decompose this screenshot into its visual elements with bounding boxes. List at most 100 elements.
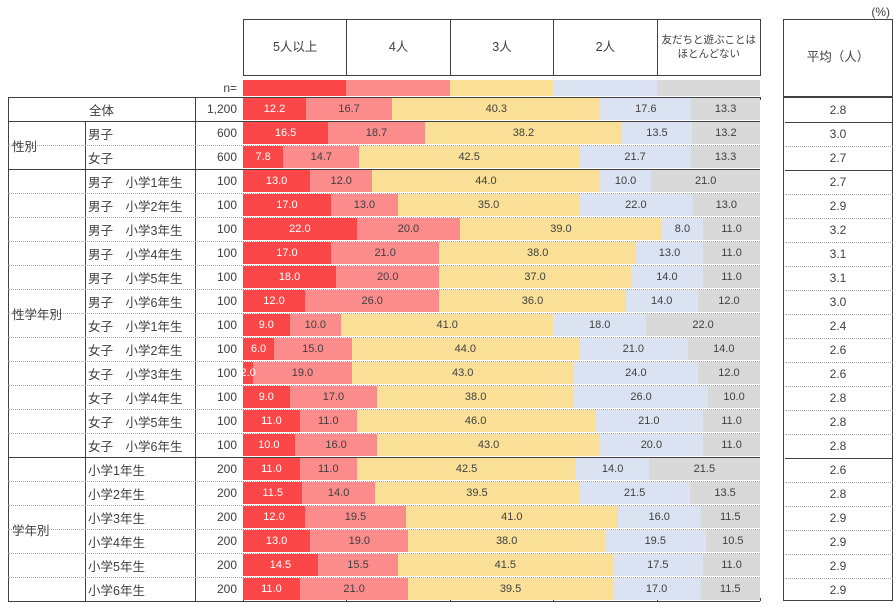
bar-segment: 11.0 <box>703 242 760 264</box>
bar-segment: 13.5 <box>622 122 692 144</box>
bar-segment: 11.0 <box>703 266 760 288</box>
row-separator <box>8 313 760 314</box>
bar-value: 41.0 <box>501 511 523 523</box>
bar-value: 11.0 <box>721 271 742 283</box>
bar-row: 7.8 14.7 42.5 21.7 13.3 <box>243 146 760 168</box>
group-label: 学年別 <box>12 523 50 538</box>
average-row-separator <box>785 482 893 483</box>
average-row-separator <box>785 458 893 459</box>
bar-row: 16.5 18.7 38.2 13.5 13.2 <box>243 122 760 144</box>
bar-value: 20.0 <box>377 271 399 283</box>
average-row-separator <box>785 146 893 147</box>
bar-segment: 17.0 <box>243 194 331 216</box>
bar-segment: 17.0 <box>243 242 331 264</box>
legend-header-cell: 5人以上 <box>243 19 348 76</box>
bar-row: 18.0 20.0 37.0 14.0 11.0 <box>243 266 760 288</box>
average-row-separator <box>785 386 893 387</box>
average-row-separator <box>785 338 893 339</box>
row-n-value: 100 <box>216 198 237 212</box>
bar-value: 19.0 <box>348 535 371 547</box>
bar-value: 10.5 <box>722 535 744 547</box>
bar-row: 9.0 17.0 38.0 26.0 10.0 <box>243 386 760 408</box>
bar-value: 10.0 <box>258 439 280 451</box>
row-separator <box>8 121 760 122</box>
bar-row: 17.0 21.0 38.0 13.0 11.0 <box>243 242 760 264</box>
bar-segment: 10.0 <box>243 434 295 456</box>
row-n-value: 100 <box>216 390 237 404</box>
average-value: 2.6 <box>829 343 847 357</box>
row-label: 女子 小学4年生 <box>88 391 183 406</box>
bar-segment: 19.0 <box>253 362 352 384</box>
bar-segment: 44.0 <box>351 338 580 360</box>
bar-segment: 37.0 <box>439 266 631 288</box>
bar-row: 11.5 14.0 39.5 21.5 13.5 <box>243 482 760 504</box>
row-label: 男子 小学6年生 <box>88 295 183 310</box>
bar-value: 10.0 <box>723 391 745 403</box>
bar-segment: 22.0 <box>579 194 693 216</box>
row-separator <box>8 217 760 218</box>
bar-segment: 17.0 <box>612 578 701 600</box>
bar-segment: 14.5 <box>243 554 318 576</box>
average-row-separator <box>785 434 893 435</box>
row-label: 男子 <box>88 127 114 142</box>
bar-segment: 19.5 <box>604 530 706 552</box>
row-n-value: 1,200 <box>206 102 237 116</box>
bar-segment: 35.0 <box>398 194 580 216</box>
bar-segment: 38.0 <box>377 386 574 408</box>
bar-segment: 14.0 <box>302 482 375 504</box>
bar-value: 38.2 <box>512 127 535 139</box>
row-separator <box>8 265 760 266</box>
bar-segment: 11.0 <box>703 434 760 456</box>
row-label: 全体 <box>88 103 114 118</box>
table-bottom-border <box>8 601 760 602</box>
bar-segment: 14.0 <box>625 290 698 312</box>
bar-value: 13.0 <box>265 535 288 547</box>
bar-segment: 40.3 <box>392 98 601 120</box>
row-label: 男子 小学4年生 <box>88 247 183 262</box>
row-n-value: 600 <box>216 126 237 140</box>
average-value: 2.9 <box>829 559 847 573</box>
bar-value: 18.0 <box>278 271 301 283</box>
legend-header-cell: 友だちと遊ぶことは ほとんどない <box>656 19 761 76</box>
average-row-separator <box>785 122 893 123</box>
bar-segment: 42.5 <box>359 146 580 168</box>
bar-row: 12.0 19.5 41.0 16.0 11.5 <box>243 506 760 528</box>
legend-color-band-segment <box>656 80 760 96</box>
bar-value: 20.0 <box>640 439 663 451</box>
row-label: 女子 小学1年生 <box>88 319 183 334</box>
bar-value: 36.0 <box>521 295 544 307</box>
bar-value: 14.0 <box>651 295 673 307</box>
bar-row: 13.0 19.0 38.0 19.5 10.5 <box>243 530 760 552</box>
bar-row: 12.2 16.7 40.3 17.6 13.3 <box>243 98 760 120</box>
bar-value: 15.5 <box>347 559 369 571</box>
bar-value: 19.5 <box>644 535 666 547</box>
bar-segment: 26.0 <box>305 290 440 312</box>
bar-value: 22.0 <box>692 319 714 331</box>
average-row-separator <box>785 554 893 555</box>
bar-value: 13.3 <box>714 103 737 115</box>
row-n-value: 200 <box>216 486 237 500</box>
bar-segment: 11.5 <box>700 506 760 528</box>
bar-segment: 14.7 <box>283 146 360 168</box>
bar-segment: 17.5 <box>612 554 704 576</box>
row-separator <box>8 577 760 578</box>
row-separator <box>8 457 760 458</box>
average-row-separator <box>785 506 893 507</box>
bar-value: 11.5 <box>262 487 284 499</box>
bar-value: 13.0 <box>658 247 681 259</box>
bar-value: 13.0 <box>353 199 376 211</box>
bar-value: 43.0 <box>477 439 500 451</box>
percent-unit-label: (%) <box>871 5 890 19</box>
bar-segment: 20.0 <box>356 218 461 240</box>
bar-value: 11.0 <box>261 583 282 595</box>
bar-value: 11.0 <box>721 559 742 571</box>
bar-segment: 11.0 <box>243 578 300 600</box>
bar-value: 21.7 <box>624 151 646 163</box>
row-separator <box>8 385 760 386</box>
row-label: 女子 小学6年生 <box>88 439 183 454</box>
average-value: 2.8 <box>829 415 847 429</box>
row-label: 小学3年生 <box>88 511 145 526</box>
bar-value: 16.7 <box>338 103 360 115</box>
bar-segment: 10.0 <box>289 314 342 336</box>
bar-segment: 13.0 <box>243 530 311 552</box>
